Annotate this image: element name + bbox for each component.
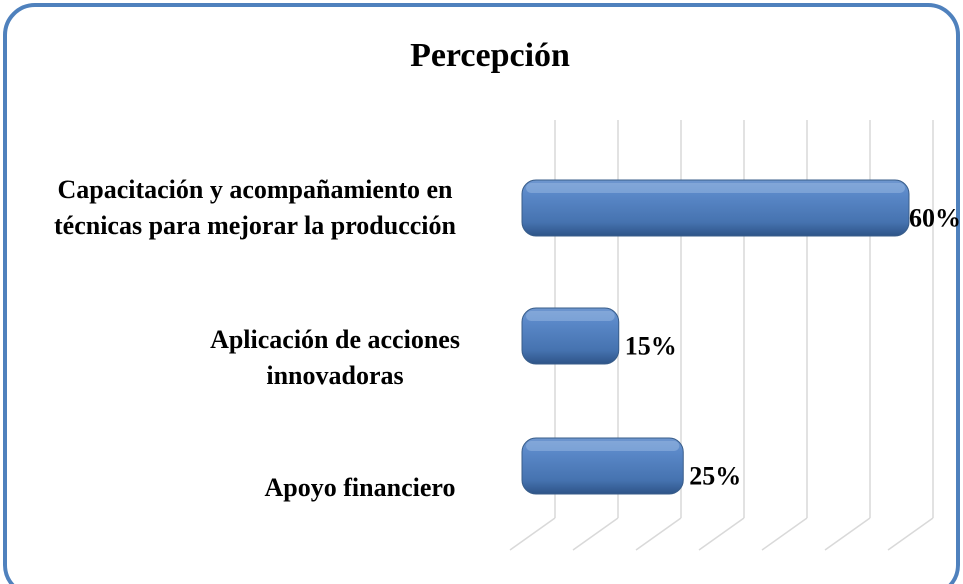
- category-label: Capacitación y acompañamiento en técnica…: [54, 175, 456, 240]
- frame: [3, 3, 960, 584]
- bar: [521, 437, 684, 495]
- floor-line: [635, 517, 682, 551]
- category-label: Apoyo financiero: [264, 473, 456, 502]
- floor-line: [761, 517, 808, 551]
- value-label: 60%: [909, 203, 961, 232]
- chart-title: Percepción: [410, 37, 570, 74]
- bar-highlight: [526, 311, 615, 321]
- category-label: Aplicación de acciones innovadoras: [210, 325, 460, 390]
- floor-line: [509, 517, 556, 551]
- bar: [521, 307, 620, 365]
- floor-line: [887, 517, 934, 551]
- floor-line: [698, 517, 745, 551]
- value-label: 25%: [689, 461, 741, 490]
- bar-highlight: [526, 183, 905, 193]
- value-label: 15%: [625, 331, 677, 360]
- floor-line: [572, 517, 619, 551]
- bar: [521, 179, 910, 237]
- floor-line: [824, 517, 871, 551]
- bar-highlight: [526, 441, 680, 451]
